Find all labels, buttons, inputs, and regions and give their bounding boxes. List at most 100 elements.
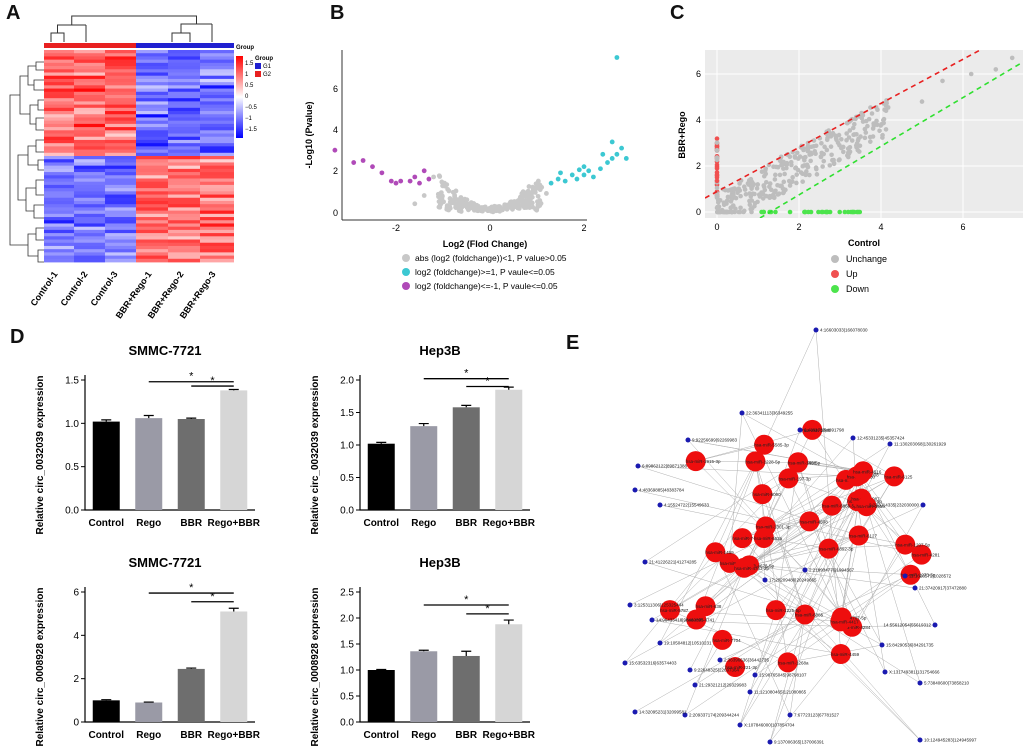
heatmap-cell xyxy=(200,101,234,106)
mirna-node-label: hsa-miR-1207-5p xyxy=(895,543,930,548)
heatmap-cell xyxy=(136,245,168,250)
heatmap-cell xyxy=(168,130,200,134)
scatter-point xyxy=(779,183,784,189)
heatmap-cell xyxy=(44,69,74,73)
heatmap-cell xyxy=(105,152,136,157)
mirna-node-label: hsa-miR-1915-3p xyxy=(686,459,721,464)
heatmap-cell xyxy=(44,107,74,112)
network-edge xyxy=(705,471,864,607)
legend-label: Up xyxy=(846,269,858,279)
heatmap-cell xyxy=(168,56,200,61)
network-edge xyxy=(797,462,842,618)
volcano-point xyxy=(417,180,422,186)
heatmap-cell xyxy=(105,197,136,202)
heatmap-cell xyxy=(168,258,200,263)
circrna-node xyxy=(879,642,885,648)
bar xyxy=(410,426,438,510)
bar xyxy=(367,443,395,510)
heatmap-cell xyxy=(105,194,136,199)
volcano-point xyxy=(435,191,441,197)
scatter-point xyxy=(729,209,734,215)
network-edge xyxy=(866,506,911,575)
scatter-point xyxy=(800,163,806,169)
mirna-node xyxy=(818,538,839,559)
group-bar-g1 xyxy=(136,43,234,48)
heatmap-cell xyxy=(105,255,136,260)
scatter-point xyxy=(839,145,844,151)
volcano-point xyxy=(471,206,477,212)
scatter-point xyxy=(853,116,858,122)
scatter-point xyxy=(802,209,807,215)
heatmap-cell xyxy=(136,114,168,118)
volcano-point xyxy=(530,204,536,210)
volcano-point xyxy=(412,174,418,180)
heatmap-cell xyxy=(200,120,234,125)
circrna-node xyxy=(917,680,923,686)
volcano-point xyxy=(544,191,549,196)
circrna-node xyxy=(917,737,923,743)
scatter-point xyxy=(809,144,814,150)
circrna-node-label: 2:209337174|209344244 xyxy=(689,713,739,718)
heatmap-cell xyxy=(136,104,168,109)
circrna-node xyxy=(887,441,893,447)
bar xyxy=(92,700,120,722)
network-edge xyxy=(762,494,806,615)
circrna-node xyxy=(692,682,698,688)
heatmap-cell xyxy=(168,178,200,183)
scatter-point xyxy=(760,209,766,215)
heatmap-cell xyxy=(168,165,200,170)
error-bar xyxy=(503,619,514,625)
category-label: Control xyxy=(363,730,399,741)
network-edge xyxy=(828,544,906,549)
heatmap-cell xyxy=(168,62,200,67)
heatmap-cell xyxy=(200,62,234,67)
scatter-point xyxy=(763,171,769,177)
panel-letter-e: E xyxy=(566,332,580,354)
volcano-point xyxy=(574,176,580,182)
circrna-node-label: 15:84290536|84291735 xyxy=(886,643,934,648)
heatmap-cell xyxy=(105,258,136,263)
scatter-point xyxy=(741,209,746,215)
heatmap-cell xyxy=(74,152,105,157)
heatmap-cell xyxy=(136,143,168,147)
heatmap-cell xyxy=(105,136,136,141)
mirna-node-label: hsa-miR-197-3p xyxy=(778,476,811,481)
scatter-point xyxy=(804,162,810,168)
heatmap-cell xyxy=(74,85,105,89)
heatmap-cell xyxy=(168,98,200,102)
scatter-point xyxy=(874,122,880,128)
mirna-node-label: hsa-miR-4741 xyxy=(686,618,715,623)
heatmap-cell xyxy=(105,184,136,189)
heatmap-cell xyxy=(168,162,200,167)
heatmap-cell xyxy=(105,66,136,70)
circrna-node xyxy=(813,327,819,333)
scatter-point xyxy=(717,197,723,203)
y-tick-label: 0 xyxy=(73,718,79,729)
heatmap-cell xyxy=(44,139,74,144)
significance-star: * xyxy=(464,368,469,380)
heatmap-cell xyxy=(136,191,168,195)
bar xyxy=(177,668,205,722)
group-legend-swatch-g2 xyxy=(255,71,261,77)
network-edge xyxy=(828,548,883,646)
heatmap-cell xyxy=(136,200,168,205)
color-scale-tick: −1.5 xyxy=(245,127,258,133)
legend-label: Down xyxy=(846,284,869,294)
bar xyxy=(452,655,480,722)
x-tick-label: 6 xyxy=(960,222,965,232)
heatmap-cell xyxy=(74,204,105,208)
scatter-point xyxy=(838,137,844,142)
y-tick-label: 2.0 xyxy=(340,614,354,625)
category-label: BBR xyxy=(455,518,477,529)
heatmap-cell xyxy=(74,62,105,67)
bar-chart-d3: SMMC-7721 Relative circ_0008928 expressio… xyxy=(35,555,261,747)
heatmap-cell xyxy=(105,117,136,122)
scatter-point xyxy=(883,127,889,132)
legend-marker xyxy=(402,254,410,262)
mirna-node-label: hsa-miR-4281 xyxy=(912,553,941,558)
volcano-point xyxy=(581,164,587,170)
heatmap-cell xyxy=(136,94,168,99)
scatter-point xyxy=(771,164,776,170)
heatmap-cell xyxy=(105,210,136,215)
scatter-point xyxy=(1009,55,1015,61)
